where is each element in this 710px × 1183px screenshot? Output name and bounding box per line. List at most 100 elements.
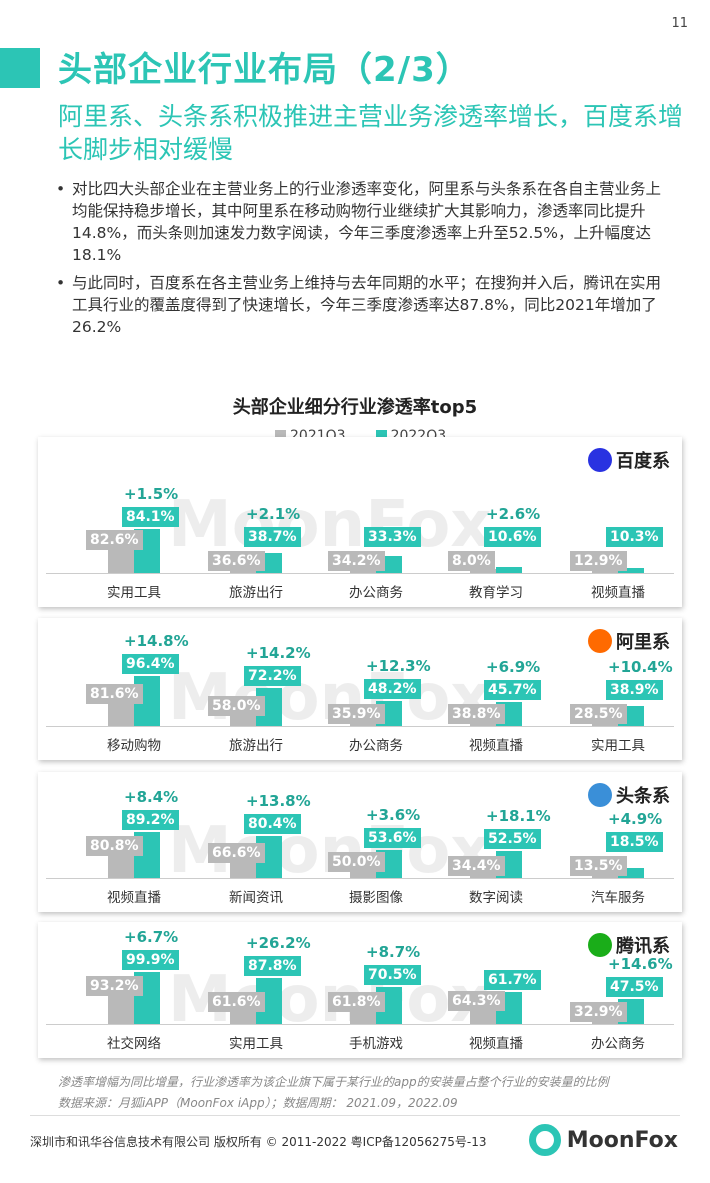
value-label-2022: 99.9% (122, 950, 179, 971)
value-label-2021: 12.9% (570, 551, 627, 571)
delta-label: +6.7% (124, 928, 179, 947)
chart-panel-1: MoonFox 阿里系 81.6% 96.4% +14.8% 移动购物 58.0% 72.2%… (38, 618, 682, 760)
value-label-2022: 38.7% (244, 527, 301, 547)
title-accent-block (0, 48, 40, 88)
category-label: 办公商务 (349, 738, 403, 754)
category-label: 旅游出行 (229, 738, 283, 754)
moonfox-logo: MoonFox (528, 1124, 678, 1156)
delta-label: +18.1% (486, 806, 551, 825)
chart-panel-3: MoonFox腾讯系93.2%99.9%+6.7%社交网络61.6%87.8%+… (38, 922, 682, 1058)
category-label: 新闻资讯 (229, 890, 283, 906)
delta-label: +8.7% (366, 943, 421, 962)
category-label: 实用工具 (229, 1036, 283, 1052)
divider (30, 1115, 680, 1116)
value-label-2022: 84.1% (122, 507, 179, 528)
value-label-2021: 66.6% (208, 843, 265, 864)
value-label-2022: 53.6% (364, 828, 421, 849)
delta-label: +13.8% (246, 792, 311, 811)
chart-baseline (46, 573, 674, 574)
value-label-2022: 70.5% (364, 965, 421, 986)
page-subtitle: 阿里系、头条系积极推进主营业务渗透率增长，百度系增长脚步相对缓慢 (58, 102, 684, 164)
category-label: 手机游戏 (349, 1036, 403, 1052)
value-label-2021: 61.8% (328, 991, 385, 1012)
delta-label: +12.3% (366, 656, 431, 675)
value-label-2022: 61.7% (484, 969, 541, 990)
value-label-2022: 45.7% (484, 680, 541, 700)
footer-copyright: 深圳市和讯华谷信息技术有限公司 版权所有 © 2011-2022 粤ICP备12… (30, 1135, 487, 1149)
value-label-2021: 34.4% (448, 856, 505, 876)
chart-note: 渗透率增幅为同比增量，行业渗透率为该企业旗下属于某行业的app的安装量占整个行业… (58, 1075, 609, 1110)
delta-label: +8.4% (124, 787, 179, 806)
value-label-2021: 82.6% (86, 530, 143, 551)
delta-label: +6.9% (486, 658, 541, 676)
value-label-2021: 38.8% (448, 704, 505, 724)
value-label-2021: 50.0% (328, 852, 385, 872)
value-label-2021: 13.5% (570, 856, 627, 876)
page-title: 头部企业行业布局（2/3） (58, 50, 471, 90)
value-label-2021: 58.0% (208, 695, 265, 716)
value-label-2021: 28.5% (570, 704, 627, 724)
value-label-2022: 10.6% (484, 527, 541, 547)
delta-label: +10.4% (608, 658, 673, 676)
value-label-2022: 47.5% (606, 977, 663, 998)
value-label-2021: 32.9% (570, 1002, 627, 1022)
value-label-2021: 64.3% (448, 990, 505, 1011)
value-label-2022: 10.3% (606, 527, 663, 547)
category-label: 社交网络 (107, 1036, 161, 1052)
bar-2022 (618, 567, 644, 573)
value-label-2022: 38.9% (606, 680, 663, 700)
delta-label: +2.6% (486, 505, 541, 523)
chart-title: 头部企业细分行业渗透率top5 (232, 397, 478, 418)
moonfox-logo-icon (528, 1124, 561, 1156)
delta-label: +26.2% (246, 934, 311, 953)
value-label-2021: 8.0% (448, 551, 495, 571)
value-label-2021: 61.6% (208, 991, 265, 1012)
bullet-item: 与此同时，百度系在各主营业务上维持与去年同期的水平；在搜狗并入后，腾讯在实用工具… (56, 272, 676, 338)
category-label: 视频直播 (469, 1036, 523, 1052)
bullet-list: 对比四大头部企业在主营业务上的行业渗透率变化，阿里系与头条系在各自主营业务上均能… (56, 178, 676, 344)
category-label: 教育学习 (469, 585, 523, 601)
value-label-2022: 89.2% (122, 809, 179, 830)
category-label: 旅游出行 (229, 585, 283, 601)
value-label-2022: 52.5% (484, 828, 541, 849)
category-label: 汽车服务 (591, 890, 645, 906)
category-label: 摄影图像 (349, 890, 403, 906)
category-label: 数字阅读 (469, 890, 523, 906)
delta-label: +14.2% (246, 644, 311, 663)
value-label-2022: 48.2% (364, 678, 421, 699)
company-logo-icon (588, 629, 612, 653)
category-label: 视频直播 (469, 738, 523, 754)
value-label-2021: 35.9% (328, 704, 385, 724)
value-label-2021: 36.6% (208, 551, 265, 571)
delta-label: +14.8% (124, 631, 189, 650)
value-label-2021: 93.2% (86, 975, 143, 996)
value-label-2021: 81.6% (86, 683, 143, 704)
category-label: 实用工具 (591, 738, 645, 754)
bullet-item: 对比四大头部企业在主营业务上的行业渗透率变化，阿里系与头条系在各自主营业务上均能… (56, 178, 676, 266)
category-label: 办公商务 (591, 1036, 645, 1052)
value-label-2022: 87.8% (244, 956, 301, 977)
company-logo-icon (588, 783, 612, 807)
delta-label: +2.1% (246, 505, 301, 523)
chart-panel-0: MoonFox 百度系 82.6% 84.1% +1.5% 实用工具 36.6% 38.7% +… (38, 437, 682, 607)
company-brand: 头条系 (588, 782, 670, 808)
page-number: 11 (671, 16, 688, 31)
bar-2022 (618, 868, 644, 878)
delta-label: +3.6% (366, 806, 421, 825)
value-label-2022: 33.3% (364, 527, 421, 547)
category-label: 实用工具 (107, 585, 161, 601)
chart-baseline (46, 726, 674, 727)
company-logo-icon (588, 448, 612, 472)
chart-baseline (46, 878, 674, 879)
value-label-2022: 96.4% (122, 653, 179, 674)
company-logo-icon (588, 933, 612, 957)
delta-label: +4.9% (608, 810, 663, 828)
delta-label: +14.6% (608, 955, 673, 974)
value-label-2022: 18.5% (606, 832, 663, 852)
value-label-2021: 80.8% (86, 835, 143, 856)
category-label: 移动购物 (107, 738, 161, 754)
value-label-2022: 72.2% (244, 666, 301, 687)
category-label: 视频直播 (107, 890, 161, 906)
value-label-2021: 34.2% (328, 551, 385, 571)
bar-2022 (496, 567, 522, 573)
